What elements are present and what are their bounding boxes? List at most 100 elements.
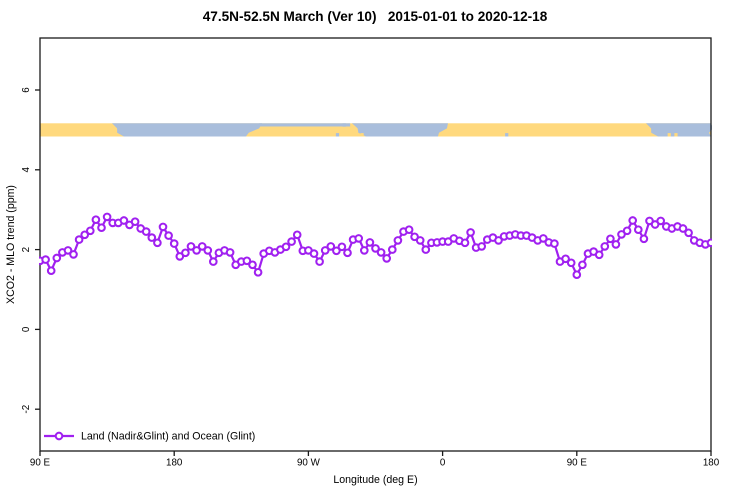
series-point-marker	[158, 222, 168, 232]
series-point-marker	[684, 228, 693, 238]
chart-title: 47.5N-52.5N March (Ver 10) 2015-01-01 to…	[202, 9, 548, 24]
series-point-marker	[102, 212, 112, 222]
series-point-marker	[538, 234, 548, 243]
series-point-marker	[477, 242, 487, 251]
land-ocean-band	[40, 123, 712, 137]
series-point-marker	[639, 234, 649, 244]
series-point-marker	[578, 260, 587, 270]
legend: Land (Nadir&Glint) and Ocean (Glint)	[44, 431, 255, 443]
series-point-marker	[153, 238, 162, 248]
y-tick-label: -2	[21, 405, 32, 414]
series-point-marker	[371, 244, 380, 253]
series-point-marker	[494, 236, 503, 245]
band-map-speck	[505, 133, 509, 137]
series-point-marker	[337, 242, 347, 252]
series-point-marker	[253, 267, 263, 277]
series-point-marker	[359, 246, 369, 255]
series-point-marker	[85, 226, 95, 236]
series-point-marker	[169, 239, 179, 248]
series-point-marker	[566, 258, 576, 268]
series-point-marker	[628, 216, 638, 225]
x-tick-label: 0	[440, 458, 446, 469]
x-tick-label: 180	[703, 458, 720, 469]
series-point-marker	[622, 226, 632, 236]
series-point-marker	[197, 242, 207, 251]
series-point-marker	[561, 254, 570, 264]
series-point-marker	[309, 249, 319, 258]
series-point-marker	[248, 260, 257, 270]
x-tick-label: 90 W	[297, 458, 321, 469]
band-ocean-top-strip	[259, 123, 351, 127]
band-map-speck	[667, 133, 671, 137]
y-tick-label: 6	[21, 87, 32, 93]
series-point-marker	[594, 250, 604, 260]
series-point-marker	[550, 239, 559, 248]
band-map-speck	[335, 133, 340, 137]
series-point-marker	[281, 242, 291, 252]
x-tick-label: 90 E	[30, 458, 51, 469]
series-point-marker	[415, 236, 425, 245]
legend-marker-icon	[54, 431, 64, 441]
series-point-marker	[606, 234, 615, 244]
series-point-marker	[69, 250, 78, 259]
y-axis-ticks: -2 0 2 4 6	[21, 87, 40, 414]
series-point-marker	[633, 225, 643, 235]
series-point-marker	[46, 266, 56, 276]
series-point-marker	[365, 238, 375, 247]
series-point-marker	[387, 245, 397, 254]
x-tick-label: 90 E	[567, 458, 588, 469]
series-point-marker	[147, 233, 157, 242]
series-point-marker	[354, 234, 364, 243]
series-point-marker	[656, 216, 666, 226]
series-point-marker	[404, 225, 414, 235]
series-point-marker	[421, 245, 431, 254]
y-tick-label: 2	[21, 247, 32, 252]
series-point-marker	[382, 254, 392, 263]
series-point-marker	[74, 235, 84, 244]
y-tick-label: 0	[21, 326, 32, 332]
series-point-marker	[332, 246, 341, 256]
y-tick-label: 4	[21, 167, 32, 173]
legend-label: Land (Nadir&Glint) and Ocean (Glint)	[81, 431, 255, 443]
series-point-marker	[611, 240, 621, 249]
series-point-marker	[343, 248, 352, 258]
series-point-marker	[287, 237, 296, 246]
x-tick-label: 180	[166, 458, 183, 469]
data-series	[39, 212, 712, 280]
series-point-marker	[706, 238, 712, 248]
series-point-marker	[326, 242, 336, 251]
series-point-marker	[181, 248, 190, 258]
series-point-marker	[164, 231, 173, 240]
series-point-marker	[91, 215, 101, 225]
series-point-marker	[63, 246, 73, 255]
band-map-speck	[674, 133, 678, 137]
series-point-marker	[376, 248, 386, 257]
series-point-marker	[225, 248, 235, 257]
series-point-marker	[460, 238, 470, 248]
series-point-marker	[119, 216, 129, 225]
band-map-speck	[342, 123, 346, 127]
series-point-marker	[678, 224, 688, 233]
series-point-marker	[572, 270, 582, 280]
series-point-marker	[292, 230, 302, 240]
series-point-marker	[52, 253, 62, 263]
series-point-marker	[186, 242, 196, 251]
band-map-speck	[356, 133, 360, 137]
series-point-marker	[192, 246, 201, 255]
series-point-marker	[203, 246, 213, 255]
band-ocean-segment	[645, 123, 712, 137]
band-ocean-segment	[112, 123, 263, 137]
series-point-marker	[141, 227, 151, 236]
band-map-speck	[360, 133, 364, 137]
series-point-marker	[315, 257, 324, 266]
series-point-marker	[466, 228, 475, 237]
series-point-marker	[320, 246, 330, 255]
x-axis-title: Longitude (deg E)	[333, 474, 417, 486]
series-point-marker	[80, 230, 90, 240]
series-point-marker	[130, 217, 140, 227]
series-point-marker	[97, 223, 106, 233]
series-point-marker	[242, 256, 252, 266]
y-axis-title: XCO2 - MLO trend (ppm)	[5, 185, 17, 304]
